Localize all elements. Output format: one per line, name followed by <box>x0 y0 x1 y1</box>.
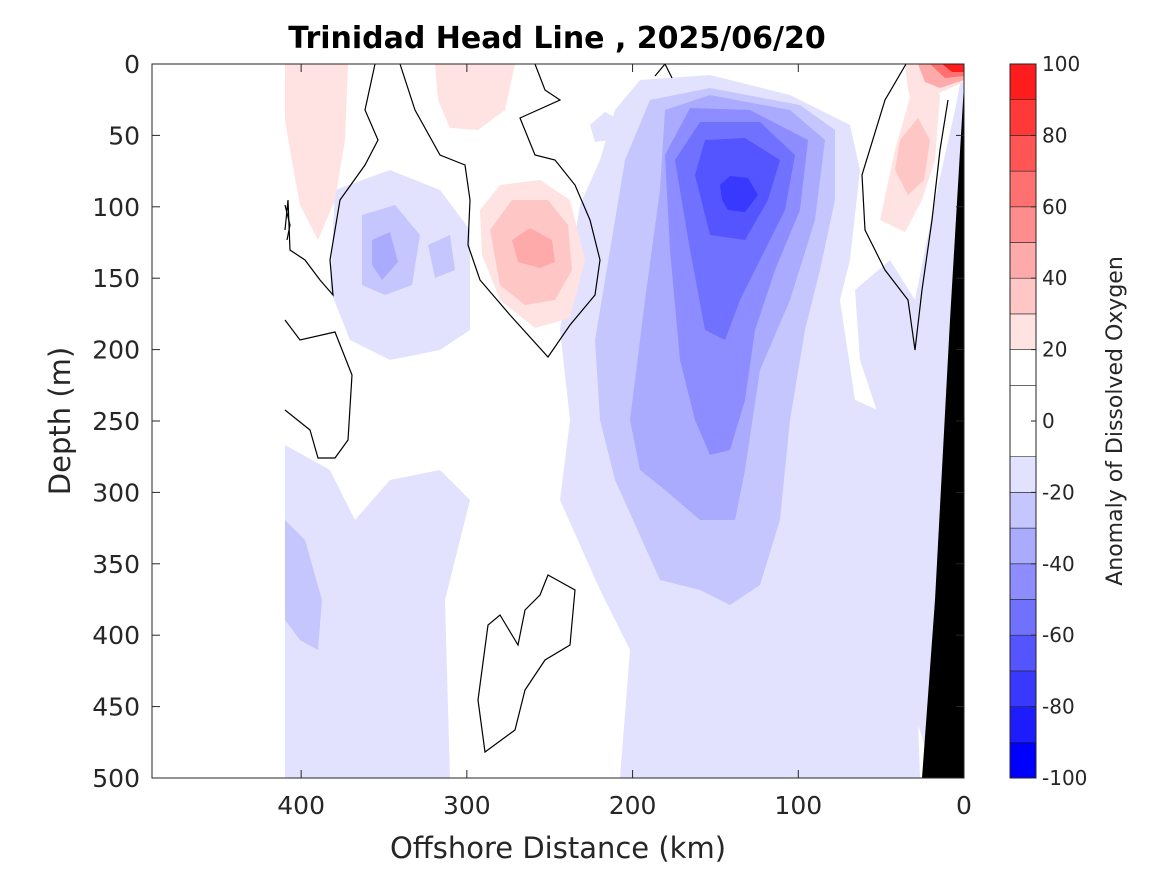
x-axis: 400 300 200 100 0 <box>277 64 972 820</box>
zero-contour-midshelf <box>399 64 601 358</box>
y-tick-label: 0 <box>124 50 140 79</box>
colorbar-swatch <box>1009 634 1037 672</box>
colorbar-swatch <box>1009 63 1037 101</box>
band-pos90-corner <box>942 64 964 72</box>
zero-contour-nearshore <box>861 64 949 351</box>
x-tick-label: 100 <box>774 791 822 820</box>
zero-contour-offshore <box>284 64 379 297</box>
y-tick-label: 250 <box>92 407 140 436</box>
colorbar-swatch <box>1009 135 1037 172</box>
x-tick-label: 200 <box>609 791 657 820</box>
band-neg80-core <box>720 176 758 212</box>
y-tick-label: 400 <box>92 621 140 650</box>
x-tick-label: 400 <box>277 791 325 820</box>
band-neg40-offshore <box>372 232 398 280</box>
colorbar-swatch <box>1009 277 1037 315</box>
x-tick-label: 0 <box>956 791 972 820</box>
y-axis: 0 50 100 150 200 250 300 350 400 450 500 <box>92 50 964 793</box>
bathymetry-mask <box>922 84 964 778</box>
zero-contour-tick <box>654 64 673 79</box>
colorbar-swatch <box>1009 99 1037 136</box>
y-tick-label: 200 <box>92 336 140 365</box>
colorbar-swatch <box>1009 670 1037 707</box>
colorbar-tick-label: 80 <box>1042 123 1067 147</box>
colorbar-tick-label: 20 <box>1042 338 1067 362</box>
y-tick-label: 500 <box>92 764 140 793</box>
colorbar-tick-label: -80 <box>1042 695 1075 719</box>
colorbar-swatch <box>1009 349 1037 386</box>
zero-contours <box>284 64 949 754</box>
colorbar-tick-label: 100 <box>1042 52 1080 76</box>
zero-contour-offshore-upper <box>284 204 291 241</box>
zero-contour-offshore-lower <box>284 319 353 459</box>
colorbar-swatch <box>1009 242 1037 279</box>
band-pos20-nearshore <box>895 118 930 195</box>
colorbar-tick-label: -40 <box>1042 552 1075 576</box>
colorbar-swatch <box>1009 706 1037 743</box>
y-tick-label: 300 <box>92 478 140 507</box>
colorbar-swatch <box>1009 599 1037 636</box>
colorbar-swatch <box>1009 741 1037 779</box>
colorbar-label: Anomaly of Dissolved Oxygen <box>1103 256 1128 586</box>
x-axis-label: Offshore Distance (km) <box>390 831 726 865</box>
band-neg30-upper-offshore-2 <box>428 235 455 278</box>
y-axis-label: Depth (m) <box>43 347 77 495</box>
y-tick-label: 350 <box>92 550 140 579</box>
chart-title: Trinidad Head Line , 2025/06/20 <box>288 21 825 56</box>
colorbar-swatch <box>1009 170 1037 208</box>
colorbar-swatch <box>1009 456 1037 493</box>
band-neg20-surface <box>590 112 620 142</box>
colorbar-tick-label: 0 <box>1042 409 1055 433</box>
colorbar-tick-label: 60 <box>1042 195 1067 219</box>
colorbar-tick-label: 40 <box>1042 266 1067 290</box>
y-tick-label: 100 <box>92 193 140 222</box>
band-pos10-offshore-surface <box>285 64 348 240</box>
contour-fills <box>152 64 964 778</box>
colorbar-swatch <box>1009 206 1037 243</box>
x-tick-label: 300 <box>443 791 491 820</box>
colorbar-tick-label: -60 <box>1042 623 1075 647</box>
colorbar-tick-label: -20 <box>1042 480 1075 504</box>
colorbar-swatch <box>1009 313 1037 350</box>
y-tick-label: 50 <box>108 121 140 150</box>
colorbar-swatch <box>1009 492 1037 529</box>
y-tick-label: 150 <box>92 264 140 293</box>
band-neg30-deep-offshore <box>285 520 322 650</box>
colorbar-swatch <box>1009 527 1037 565</box>
y-tick-label: 450 <box>92 693 140 722</box>
no-data-region <box>152 64 285 778</box>
colorbar-tick-label: -100 <box>1042 766 1087 790</box>
band-pos30-midshelf <box>512 228 555 268</box>
colorbar-swatch <box>1009 563 1037 600</box>
zero-contour-deep-lens <box>477 574 576 754</box>
band-neg20-offshore <box>285 445 470 778</box>
band-pos10-surface-270 <box>435 64 515 130</box>
colorbar: 100 80 60 40 20 0 -20 -40 -60 -80 -100 <box>1009 52 1087 790</box>
